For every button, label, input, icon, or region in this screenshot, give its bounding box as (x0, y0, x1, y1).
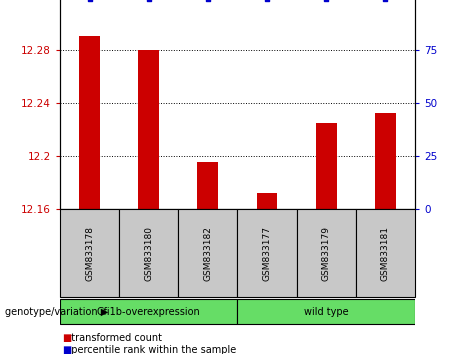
Text: GSM833180: GSM833180 (144, 225, 153, 281)
Point (86, 0, 93, 1)
Bar (316, 122, 337, 209)
Text: percentile rank within the sample: percentile rank within the sample (65, 346, 236, 354)
Text: GSM833177: GSM833177 (262, 225, 272, 281)
Bar (138, 50, 159, 209)
Text: ■: ■ (62, 346, 71, 354)
Point (382, 0, 389, 1)
Text: transformed count: transformed count (65, 333, 161, 343)
Bar (296, 209, 356, 297)
Bar (237, 209, 296, 297)
Bar (79, 36, 100, 209)
Text: GSM833181: GSM833181 (381, 225, 390, 281)
Point (145, 0, 152, 1)
Text: GSM833182: GSM833182 (203, 225, 213, 281)
Bar (60, 299, 237, 324)
Bar (178, 209, 237, 297)
Text: ■: ■ (62, 333, 71, 343)
Text: Gfi1b-overexpression: Gfi1b-overexpression (97, 307, 201, 316)
Text: GSM833178: GSM833178 (85, 225, 94, 281)
Bar (257, 193, 278, 209)
Point (204, 0, 212, 1)
Bar (356, 209, 415, 297)
Point (263, 0, 271, 1)
Bar (119, 209, 178, 297)
Point (322, 0, 330, 1)
Text: GSM833179: GSM833179 (322, 225, 331, 281)
Text: wild type: wild type (304, 307, 349, 316)
Bar (60, 209, 119, 297)
Bar (375, 113, 396, 209)
Bar (197, 162, 218, 209)
Bar (237, 299, 415, 324)
Text: genotype/variation ▶: genotype/variation ▶ (5, 307, 108, 316)
